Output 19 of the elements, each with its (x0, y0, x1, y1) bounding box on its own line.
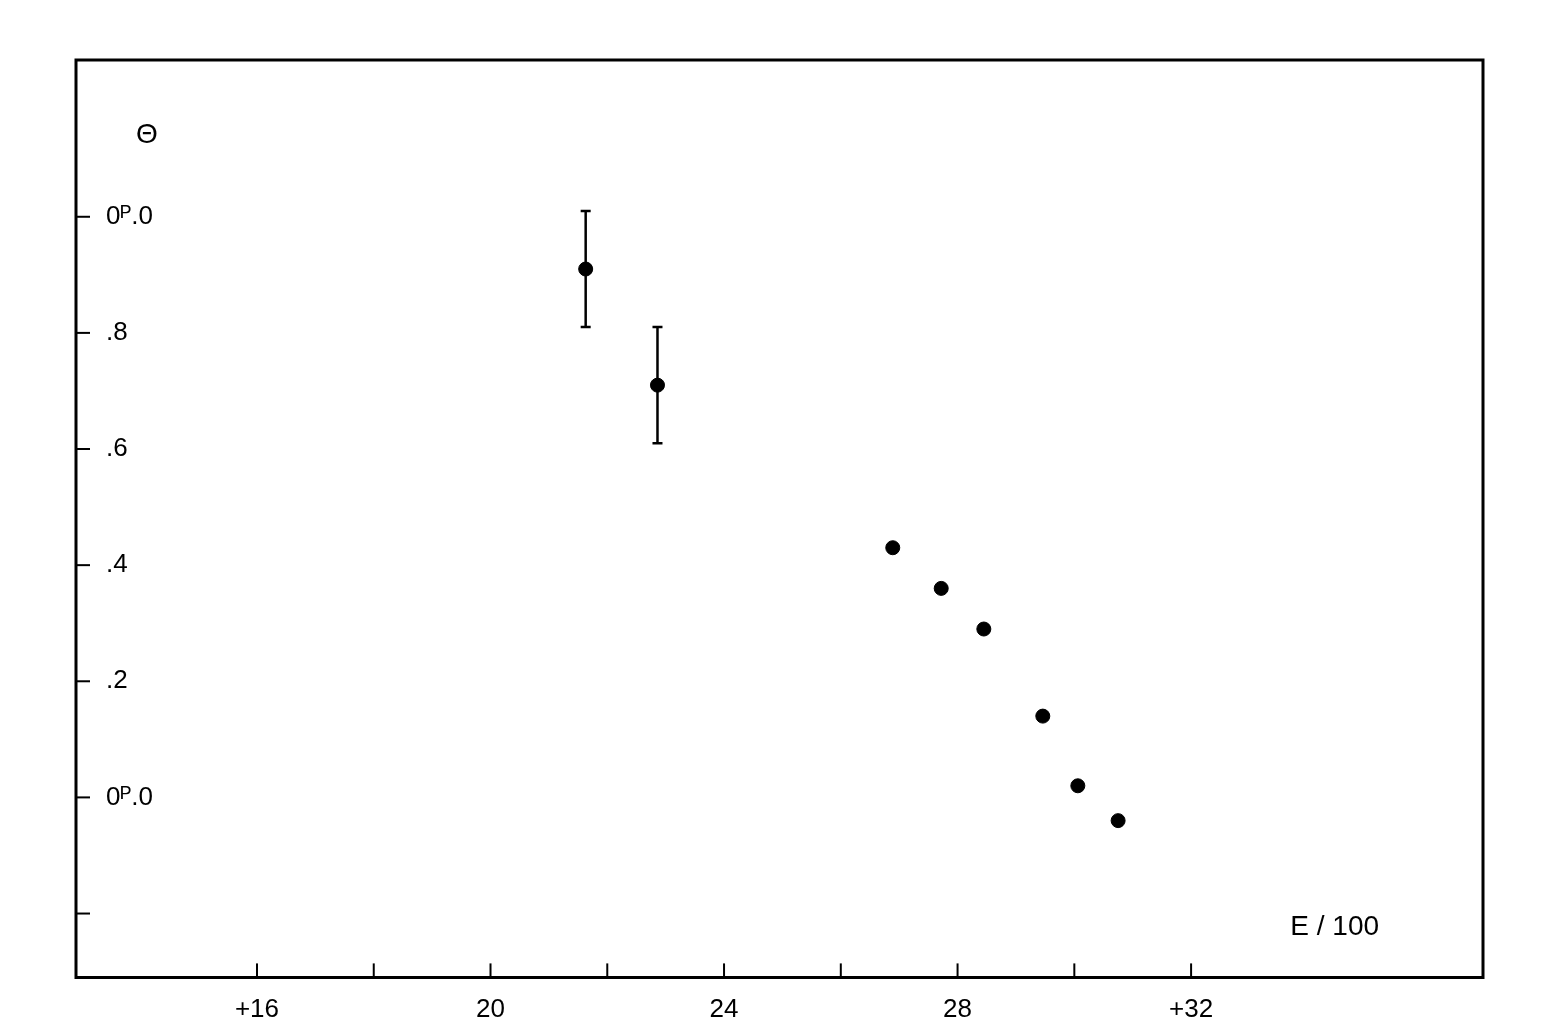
y-tick-label: 0ᴾ.0 (106, 780, 154, 811)
y-tick-label: 0ᴾ.0 (106, 199, 154, 230)
x-tick-label: +16 (234, 992, 280, 1023)
y-tick-label: .6 (106, 432, 128, 463)
point (933, 580, 949, 596)
y-tick-label: .8 (106, 316, 128, 347)
x-tick-label: +32 (1169, 992, 1214, 1023)
point (1070, 778, 1086, 794)
x-axis-title: E / 100 (1290, 910, 1380, 942)
point (1110, 813, 1126, 829)
x-tick-label: 20 (476, 992, 505, 1023)
point (1035, 708, 1051, 724)
y-tick-label: .2 (106, 664, 128, 695)
point (976, 621, 992, 637)
point (885, 540, 901, 556)
x-tick-label: 28 (943, 992, 973, 1023)
y-tick-label: .4 (106, 548, 128, 579)
y-axis-title: Θ (136, 117, 158, 149)
x-tick-label: 24 (709, 992, 739, 1023)
